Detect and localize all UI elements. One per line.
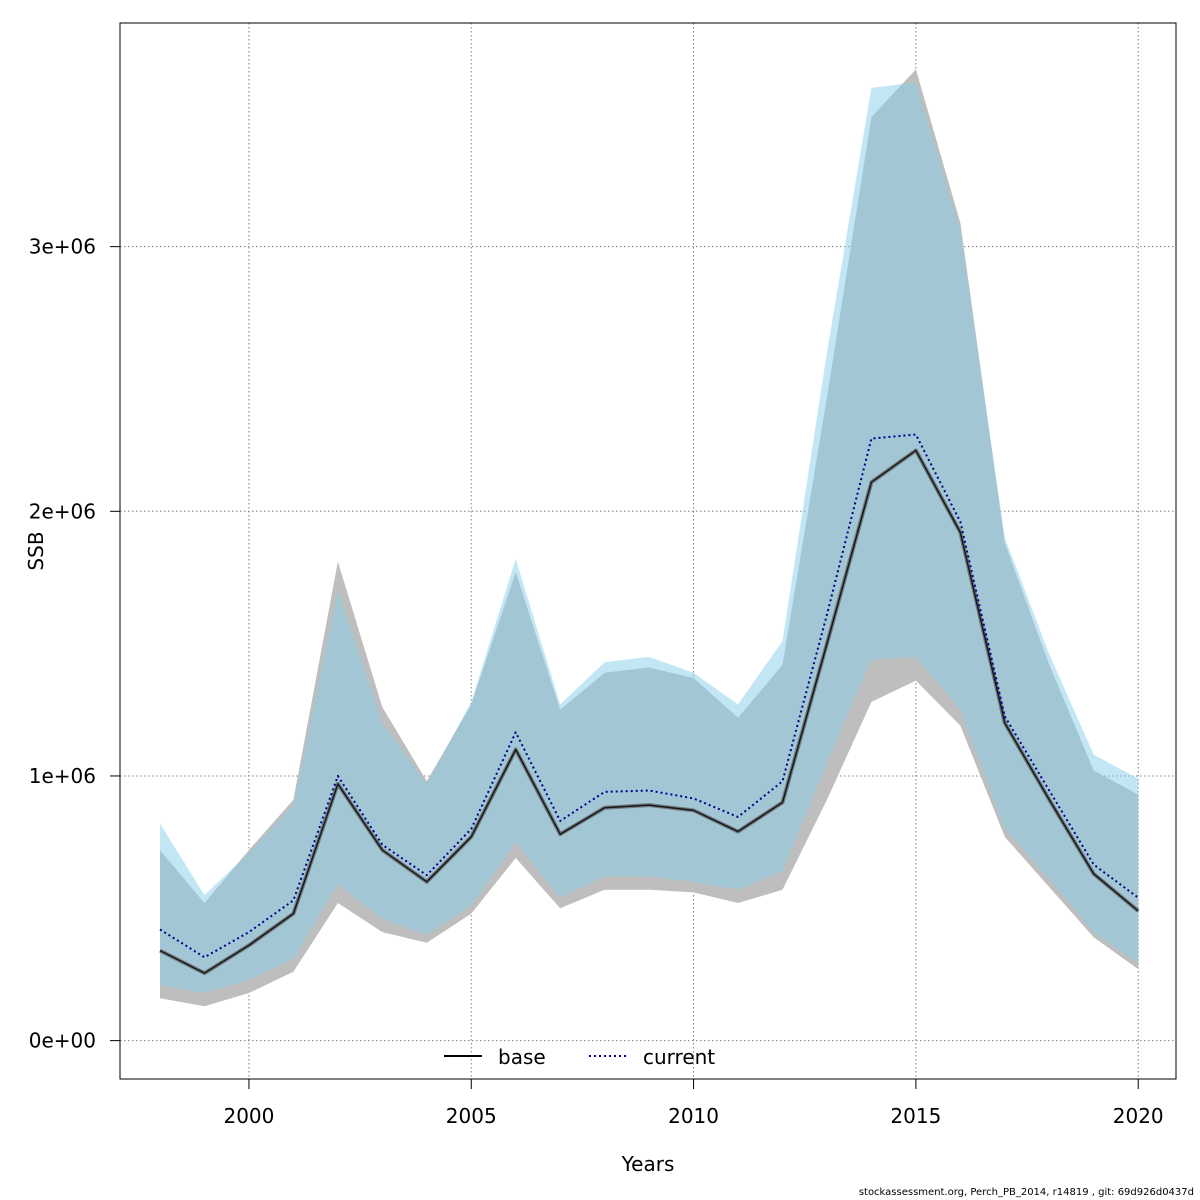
x-tick-label: 2000 [223,1104,274,1128]
x-tick-label: 2010 [668,1104,719,1128]
y-tick-label: 0e+00 [29,1029,96,1053]
confidence-band-current [160,82,1139,993]
series-line-current [159,433,1139,959]
x-tick-label: 2020 [1113,1104,1164,1128]
legend: base current [444,1045,715,1069]
x-tick-label: 2015 [890,1104,941,1128]
series-line-base [159,449,1139,974]
y-tick-label: 1e+06 [29,764,96,788]
x-axis-title: Years [621,1152,675,1176]
confidence-bands [160,69,1139,1007]
series-lines [159,433,1140,976]
x-tick-label: 2005 [446,1104,497,1128]
y-tick-label: 3e+06 [29,235,96,259]
footer-credit: stockassessment.org, Perch_PB_2014, r148… [858,1187,1194,1198]
y-tick-label: 2e+06 [29,499,96,523]
x-axis: 2000 2005 2010 2015 2020 [223,1078,1164,1128]
legend-label-current: current [643,1045,715,1069]
y-axis: 0e+00 1e+06 2e+06 3e+06 [29,235,120,1053]
y-axis-title: SSB [24,531,48,570]
legend-label-base: base [498,1045,546,1069]
